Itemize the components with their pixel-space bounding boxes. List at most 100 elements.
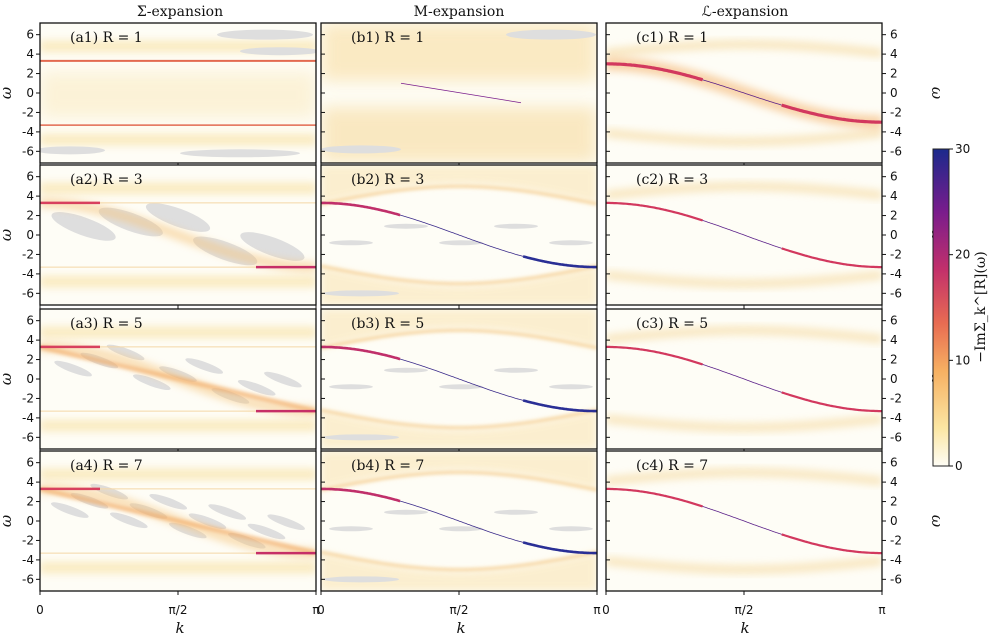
lower-side-band (40, 275, 316, 288)
dispersion-right (522, 255, 597, 269)
y-tick-label-right: -6 (890, 286, 902, 300)
panel-label: (b2) R = 3 (351, 172, 424, 188)
masked-patch (237, 379, 276, 396)
lower-side-band (606, 128, 882, 147)
panel-label: (c4) R = 7 (636, 458, 708, 474)
y-tick-label-right: -6 (890, 572, 902, 586)
y-tick-label-right: -6 (890, 144, 902, 158)
upper-side-band (40, 326, 316, 339)
y-tick-label-right: 2 (890, 495, 898, 509)
masked-patch (549, 384, 593, 390)
dispersion-middle (702, 220, 782, 249)
dispersion-middle (400, 214, 524, 257)
panel-a3: 6 4 2 0 -2 -4 -6 ω (a3) R = 5 (0, 308, 317, 453)
lower-side-band (40, 133, 316, 146)
x-tick-label: 0 (602, 603, 610, 617)
y-tick-label: -2 (22, 391, 34, 405)
y-tick-label: 0 (26, 86, 34, 100)
masked-patch (384, 367, 428, 373)
masked-patch (109, 512, 148, 529)
ylabel: ω (0, 515, 15, 527)
ylabel: ω (0, 87, 15, 99)
dispersion-left (321, 487, 401, 503)
masked-patch (494, 509, 538, 515)
dispersion-right (522, 399, 597, 413)
colorbar-tick-label: 30 (955, 142, 970, 156)
upper-arc (321, 328, 597, 350)
masked-patch (217, 29, 313, 40)
colorbar-tick-label: 0 (955, 459, 963, 473)
masked-patch (132, 374, 171, 391)
y-tick-label: -2 (22, 247, 34, 261)
y-tick-label: 6 (26, 456, 34, 470)
panel-heatmap (606, 23, 882, 163)
upper-continuum (321, 451, 597, 490)
y-tick-label-right: 4 (890, 333, 898, 347)
y-tick-label-right: -4 (890, 553, 902, 567)
x-tick-labels: 0 π/2 π0 π/2 π 0 π/2 π (36, 603, 885, 617)
dispersion-left (606, 345, 703, 366)
x-tick-label: π/2 (735, 603, 754, 617)
panel-label: (b3) R = 5 (351, 316, 424, 332)
y-tick-label-right: -2 (890, 533, 902, 547)
y-tick-label-right: 2 (890, 353, 898, 367)
colorbar-tick-label: 20 (955, 248, 970, 262)
panel-a1: 6 4 2 0 -2 -4 -6 ω (a1) R = 1 (0, 22, 317, 167)
diagonal-line (40, 344, 316, 414)
panel-label: (c3) R = 5 (636, 316, 708, 332)
y-tick-label: -4 (22, 553, 34, 567)
panel-heatmap (606, 165, 882, 305)
y-tick-label: -4 (22, 125, 34, 139)
masked-patch (323, 434, 399, 441)
y-tick-label-right: 0 (890, 228, 898, 242)
masked-patch (439, 240, 483, 246)
upper-arc (321, 184, 597, 206)
xlabel-col-3: k (740, 619, 749, 637)
y-tick-label-right: 4 (890, 189, 898, 203)
y-tick-label: -6 (22, 430, 34, 444)
masked-patch (384, 223, 428, 229)
y-tick-label-right: 6 (890, 170, 898, 184)
masked-patch (267, 514, 306, 531)
dispersion-line (400, 82, 522, 104)
panel-label: (c1) R = 1 (636, 30, 708, 46)
dispersion-middle (702, 364, 782, 393)
y-tick-label: 2 (26, 495, 34, 509)
masked-patch (50, 502, 89, 518)
diagonal-line (40, 486, 316, 556)
panel-a2: 6 4 2 0 -2 -4 -6 ω (a2) R = 3 (0, 164, 317, 309)
masked-patch (247, 523, 286, 540)
panel-heatmap (321, 165, 597, 305)
ylabel: ω (0, 373, 15, 385)
column-title-m: M-expansion (414, 4, 505, 20)
masked-patch (549, 240, 593, 246)
y-tick-label: 4 (26, 333, 34, 347)
panel-b2: (b2) R = 3 (320, 164, 598, 309)
lower-continuum (321, 552, 597, 591)
y-tick-label: 4 (26, 47, 34, 61)
colorbar-gradient (932, 148, 950, 467)
masked-patch (40, 146, 105, 155)
panel-a4: 6 4 2 0 -2 -4 -6 ω (a4) R = 7 (0, 450, 317, 595)
upper-side-band (606, 181, 882, 200)
y-tick-label: 4 (26, 475, 34, 489)
y-tick-label: 6 (26, 28, 34, 42)
upper-continuum (321, 165, 597, 204)
dispersion-left (606, 487, 703, 508)
y-tick-label: 0 (26, 372, 34, 386)
y-tick-label-right: -4 (890, 267, 902, 281)
y-tick-label: -6 (22, 572, 34, 586)
lower-side-band (40, 561, 316, 574)
y-tick-label: 4 (26, 189, 34, 203)
colorbar-ticks: 0 10 20 30 (949, 142, 970, 473)
y-tick-label: -2 (22, 105, 34, 119)
dispersion-right (522, 541, 597, 555)
masked-patch (323, 576, 399, 583)
upper-side-band (40, 468, 316, 481)
dispersion-left (606, 201, 703, 222)
y-tick-label-right: 4 (890, 475, 898, 489)
lower-side-band (40, 419, 316, 432)
x-tick-label: π (312, 603, 319, 617)
panel-heatmap (40, 451, 316, 591)
lower-continuum (321, 266, 597, 305)
